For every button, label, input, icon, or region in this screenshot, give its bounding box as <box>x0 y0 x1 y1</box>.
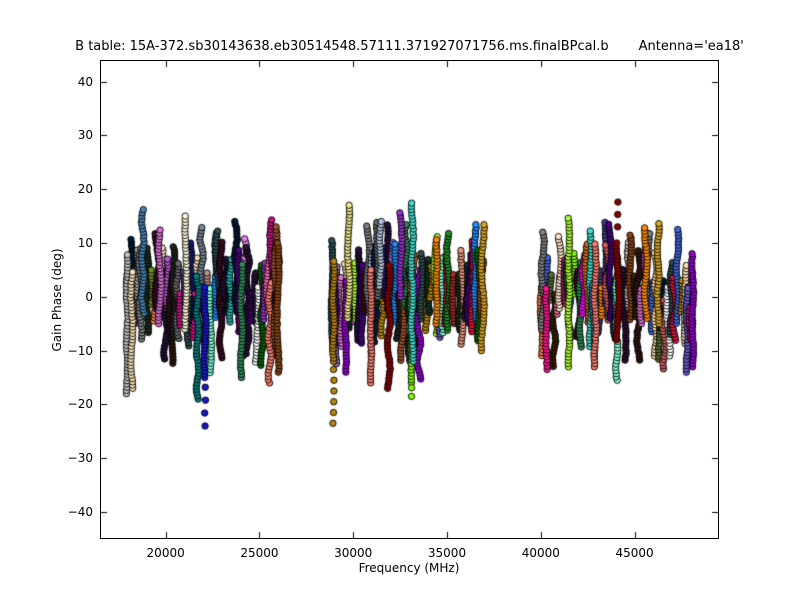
plot-title-table-name: B table: 15A-372.sb30143638.eb30514548.5… <box>75 39 609 54</box>
y-tick-label: −40 <box>67 505 93 520</box>
x-tick-label: 25000 <box>240 546 279 560</box>
y-tick-label: 40 <box>77 74 93 89</box>
x-tick-label: 20000 <box>146 546 185 560</box>
y-axis-label: Gain Phase (deg) <box>50 248 64 352</box>
y-tick-label: 20 <box>77 182 93 197</box>
x-axis-label: Frequency (MHz) <box>358 561 460 575</box>
x-tick-label: 30000 <box>334 546 373 560</box>
plot-title: B table: 15A-372.sb30143638.eb30514548.5… <box>75 39 744 54</box>
x-tick-label: 45000 <box>615 546 654 560</box>
y-tick-label: 0 <box>85 289 93 304</box>
x-tick-label: 35000 <box>427 546 467 560</box>
scatter-plot-canvas <box>100 60 719 539</box>
y-tick-label: −20 <box>67 397 93 412</box>
y-tick-label: 10 <box>77 235 93 250</box>
y-tick-label: −30 <box>67 451 93 466</box>
y-tick-label: −10 <box>67 343 93 358</box>
plot-title-antenna: Antenna='ea18' <box>638 39 744 54</box>
y-tick-label: 30 <box>77 128 93 143</box>
x-tick-label: 40000 <box>521 546 560 560</box>
